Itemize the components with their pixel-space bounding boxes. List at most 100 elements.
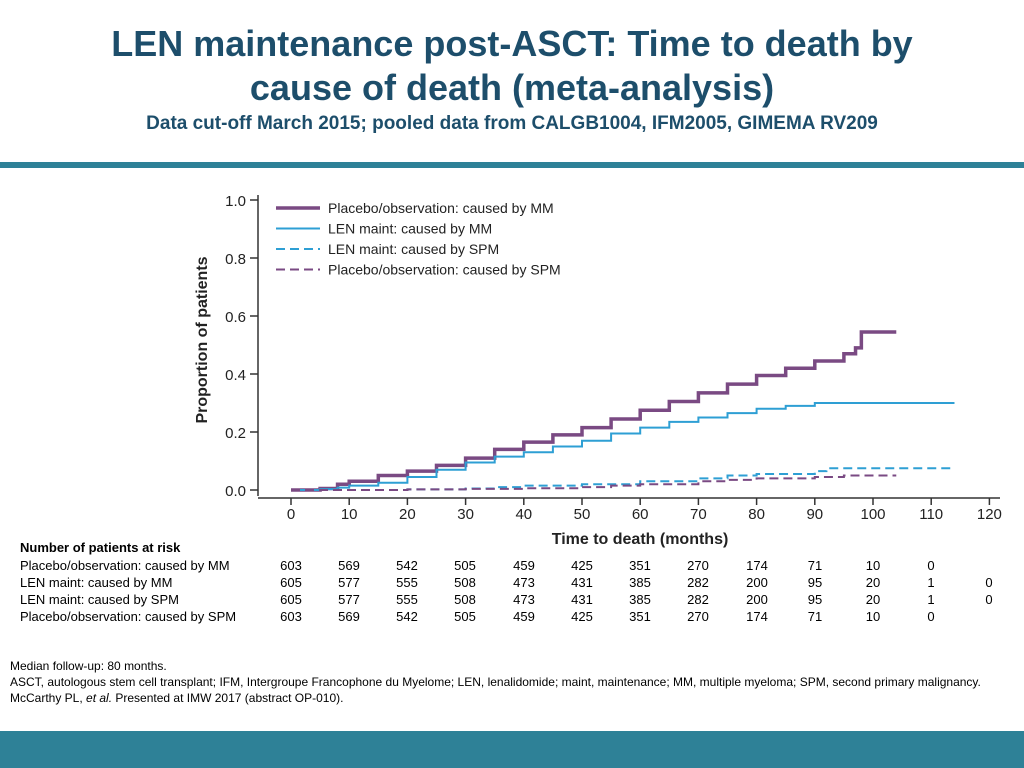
risk-value: 542	[396, 558, 418, 573]
risk-value: 0	[927, 558, 935, 573]
legend-label: Placebo/observation: caused by MM	[328, 200, 554, 216]
risk-value: 10	[865, 558, 881, 573]
x-tick-label: 90	[806, 506, 823, 523]
slide-title: LEN maintenance post-ASCT: Time to death…	[0, 22, 1024, 110]
x-tick-label: 110	[919, 506, 943, 523]
y-tick-label: 0.0	[225, 483, 246, 500]
risk-value: 1	[927, 575, 935, 590]
risk-value: 459	[513, 558, 535, 573]
footnote-reference: McCarthy PL, et al. Presented at IMW 201…	[10, 690, 1010, 706]
series-line-len-maint-caused-by-mm	[291, 402, 955, 491]
legend-label: Placebo/observation: caused by SPM	[328, 262, 561, 278]
y-tick-label: 0.2	[225, 425, 246, 442]
risk-value: 605	[280, 592, 302, 607]
y-tick-label: 0.8	[225, 251, 246, 268]
title-divider	[0, 162, 1024, 168]
risk-value: 508	[454, 575, 476, 590]
risk-value: 351	[629, 609, 651, 624]
risk-table-header: Number of patients at risk	[20, 540, 181, 555]
risk-row-label: Placebo/observation: caused by SPM	[20, 609, 237, 624]
slide-subtitle: Data cut-off March 2015; pooled data fro…	[146, 113, 878, 134]
risk-value: 1	[927, 592, 935, 607]
x-tick-label: 70	[690, 506, 707, 523]
y-tick-label: 0.6	[225, 309, 246, 326]
x-tick-label: 40	[515, 506, 532, 523]
risk-row-label: Placebo/observation: caused by MM	[20, 558, 230, 573]
risk-value: 0	[985, 575, 993, 590]
x-tick-label: 50	[574, 506, 591, 523]
x-tick-label: 30	[457, 506, 474, 523]
risk-value: 20	[865, 575, 881, 590]
risk-value: 508	[454, 592, 476, 607]
risk-value: 270	[687, 558, 709, 573]
y-tick-label: 0.4	[225, 367, 246, 384]
risk-value: 555	[396, 575, 418, 590]
risk-value: 174	[746, 609, 768, 624]
footnotes: Median follow-up: 80 months. ASCT, autol…	[10, 658, 1010, 706]
risk-value: 270	[687, 609, 709, 624]
x-tick-label: 100	[860, 506, 885, 523]
risk-value: 282	[687, 592, 709, 607]
risk-value: 174	[746, 558, 768, 573]
risk-value: 603	[280, 609, 302, 624]
legend-label: LEN maint: caused by SPM	[328, 241, 499, 257]
risk-row: Placebo/observation: caused by MM 603 569 5…	[20, 558, 1020, 575]
reference-etal: et al.	[86, 691, 113, 705]
x-tick-label: 120	[977, 506, 1002, 523]
risk-value: 431	[571, 575, 593, 590]
risk-value: 605	[280, 575, 302, 590]
x-tick-label: 80	[748, 506, 765, 523]
risk-value: 95	[807, 575, 823, 590]
risk-value: 0	[927, 609, 935, 624]
risk-row-label: LEN maint: caused by MM	[20, 575, 173, 590]
risk-row: LEN maint: caused by MM 605 577 555 508 473 43…	[20, 575, 1020, 592]
risk-value: 71	[807, 558, 823, 573]
risk-value: 569	[338, 558, 360, 573]
risk-value: 473	[513, 575, 535, 590]
risk-row: Placebo/observation: caused by SPM 603 569…	[20, 609, 1020, 626]
reference-author: McCarthy PL,	[10, 691, 87, 705]
risk-value: 425	[571, 609, 593, 624]
risk-value: 71	[807, 609, 823, 624]
risk-value: 351	[629, 558, 651, 573]
risk-value: 542	[396, 609, 418, 624]
risk-value: 20	[865, 592, 881, 607]
risk-value: 473	[513, 592, 535, 607]
risk-value: 577	[338, 575, 360, 590]
risk-value: 505	[454, 609, 476, 624]
title-line-1: LEN maintenance post-ASCT: Time to death…	[111, 23, 913, 64]
bottom-bar	[0, 731, 1024, 768]
risk-value: 425	[571, 558, 593, 573]
x-tick-label: 10	[341, 506, 358, 523]
reference-rest: Presented at IMW 2017 (abstract OP-010).	[112, 691, 344, 705]
risk-value: 10	[865, 609, 881, 624]
risk-value: 459	[513, 609, 535, 624]
risk-value: 95	[807, 592, 823, 607]
risk-value: 385	[629, 575, 651, 590]
x-tick-label: 60	[632, 506, 649, 523]
legend-label: LEN maint: caused by MM	[328, 221, 492, 237]
x-tick-label: 20	[399, 506, 416, 523]
risk-row: LEN maint: caused by SPM 605 577 555 508 473 4…	[20, 592, 1020, 609]
risk-row-label: LEN maint: caused by SPM	[20, 592, 179, 607]
risk-value: 431	[571, 592, 593, 607]
risk-value: 505	[454, 558, 476, 573]
risk-value: 200	[746, 575, 768, 590]
risk-value: 0	[985, 592, 993, 607]
y-tick-label: 1.0	[225, 193, 246, 210]
title-block: LEN maintenance post-ASCT: Time to death…	[0, 0, 1024, 136]
risk-value: 282	[687, 575, 709, 590]
risk-value: 385	[629, 592, 651, 607]
series-line-placebo-observation-caused-by-mm	[291, 330, 897, 492]
x-tick-label: 0	[287, 506, 295, 523]
footnote-follow-up: Median follow-up: 80 months.	[10, 659, 167, 673]
title-line-2: cause of death (meta-analysis)	[249, 67, 775, 108]
series-line-placebo-observation-caused-by-spm	[291, 474, 897, 491]
footnote-abbreviations: ASCT, autologous stem cell transplant; I…	[10, 675, 981, 689]
risk-value: 577	[338, 592, 360, 607]
risk-value: 569	[338, 609, 360, 624]
risk-value: 603	[280, 558, 302, 573]
y-axis-label: Proportion of patients	[194, 256, 211, 423]
x-axis-label: Time to death (months)	[552, 531, 729, 548]
